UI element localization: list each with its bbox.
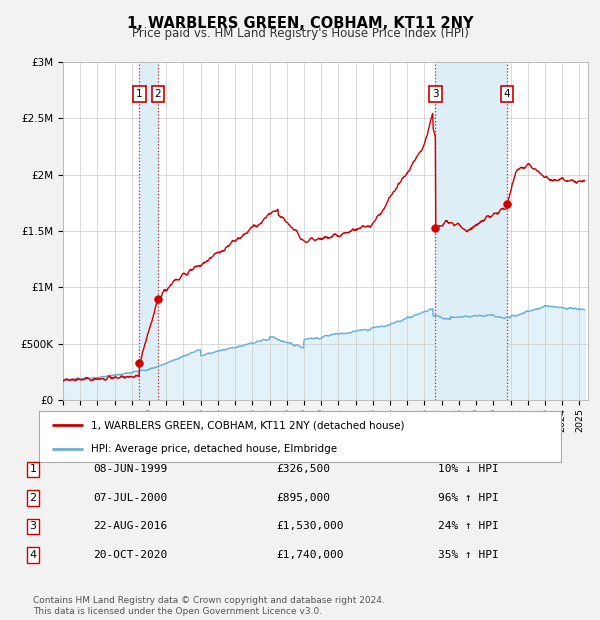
Text: 96% ↑ HPI: 96% ↑ HPI — [438, 493, 499, 503]
Text: 1, WARBLERS GREEN, COBHAM, KT11 2NY (detached house): 1, WARBLERS GREEN, COBHAM, KT11 2NY (det… — [91, 420, 404, 430]
Text: 2: 2 — [155, 89, 161, 99]
Text: 07-JUL-2000: 07-JUL-2000 — [93, 493, 167, 503]
Text: 24% ↑ HPI: 24% ↑ HPI — [438, 521, 499, 531]
Text: Contains HM Land Registry data © Crown copyright and database right 2024.
This d: Contains HM Land Registry data © Crown c… — [33, 596, 385, 616]
Text: £895,000: £895,000 — [276, 493, 330, 503]
Text: 1: 1 — [136, 89, 143, 99]
Text: HPI: Average price, detached house, Elmbridge: HPI: Average price, detached house, Elmb… — [91, 444, 337, 454]
Text: £1,740,000: £1,740,000 — [276, 550, 343, 560]
Text: 20-OCT-2020: 20-OCT-2020 — [93, 550, 167, 560]
Text: 1, WARBLERS GREEN, COBHAM, KT11 2NY: 1, WARBLERS GREEN, COBHAM, KT11 2NY — [127, 16, 473, 30]
Text: 10% ↓ HPI: 10% ↓ HPI — [438, 464, 499, 474]
Text: 1: 1 — [29, 464, 37, 474]
Text: £326,500: £326,500 — [276, 464, 330, 474]
Text: 4: 4 — [504, 89, 511, 99]
Text: 4: 4 — [29, 550, 37, 560]
Text: 08-JUN-1999: 08-JUN-1999 — [93, 464, 167, 474]
Text: 3: 3 — [432, 89, 439, 99]
Text: 2: 2 — [29, 493, 37, 503]
Text: 22-AUG-2016: 22-AUG-2016 — [93, 521, 167, 531]
Text: 3: 3 — [29, 521, 37, 531]
Text: Price paid vs. HM Land Registry's House Price Index (HPI): Price paid vs. HM Land Registry's House … — [131, 27, 469, 40]
Bar — [139, 62, 158, 400]
Bar — [436, 62, 507, 400]
Text: 35% ↑ HPI: 35% ↑ HPI — [438, 550, 499, 560]
Text: £1,530,000: £1,530,000 — [276, 521, 343, 531]
